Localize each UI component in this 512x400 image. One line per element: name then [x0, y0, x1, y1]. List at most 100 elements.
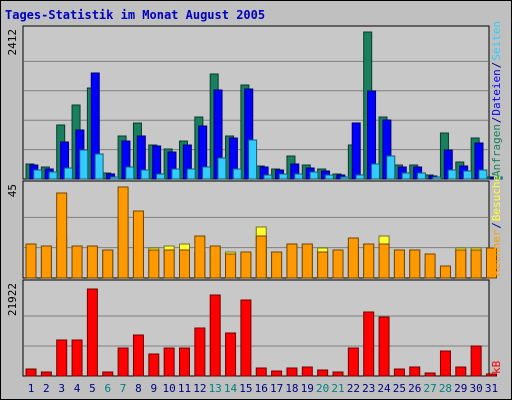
- middle-legend-: /: [490, 222, 503, 229]
- middle-bar-rechner-day-13: [209, 245, 221, 279]
- top-bar-seiten-day-2: [48, 171, 58, 180]
- bottom-bar-kb-day-24: [378, 316, 390, 377]
- bottom-bar-kb-day-26: [409, 366, 421, 377]
- middle-bar-rechner-day-11: [179, 249, 190, 279]
- bottom-bar-kb-day-16: [255, 367, 267, 377]
- middle-bar-rechner-day-18: [286, 243, 298, 279]
- top-bar-seiten-day-11: [186, 168, 196, 180]
- day-label-9: 9: [150, 382, 157, 395]
- top-bar-seiten-day-30: [478, 169, 488, 180]
- middle-bar-rechner-day-1: [25, 243, 37, 279]
- top-bar-seiten-day-19: [309, 171, 319, 180]
- middle-legend-rechner: Rechner: [490, 229, 503, 276]
- top-bar-seiten-day-28: [447, 169, 457, 180]
- middle-bar-rechner-day-5: [86, 245, 98, 279]
- day-label-29: 29: [454, 382, 467, 395]
- bottom-bar-kb-day-2: [40, 371, 52, 377]
- top-bar-seiten-day-18: [294, 173, 304, 180]
- bottom-bar-kb-day-12: [194, 327, 206, 377]
- middle-legend-besuche: Besuche: [490, 175, 503, 221]
- middle-bar-rechner-day-15: [240, 251, 252, 279]
- middle-bar-rechner-day-17: [271, 251, 283, 279]
- day-label-20: 20: [316, 382, 329, 395]
- top-bar-seiten-day-15: [248, 139, 258, 180]
- top-bar-seiten-day-3: [63, 167, 73, 180]
- top-bar-seiten-day-5: [94, 153, 104, 180]
- middle-bar-rechner-day-27: [424, 253, 436, 279]
- middle-bar-rechner-hervorgehoben--day-7: [117, 186, 129, 279]
- middle-bar-rechner-day-3: [56, 192, 68, 279]
- day-label-5: 5: [89, 382, 96, 395]
- day-label-25: 25: [393, 382, 406, 395]
- bottom-bar-kb-day-10: [163, 347, 175, 377]
- bottom-bar-kb-day-30: [470, 345, 482, 377]
- middle-bar-rechner-hervorgehoben--day-22: [347, 237, 359, 279]
- middle-bar-rechner-day-23: [363, 243, 375, 279]
- middle-bar-rechner-hervorgehoben--day-16: [255, 235, 267, 279]
- bottom-bar-kb-day-20: [317, 369, 329, 377]
- middle-bar-rechner-hervorgehoben--day-12: [194, 235, 206, 279]
- middle-bar-rechner-hervorgehoben--day-8: [132, 210, 144, 279]
- bottom-bar-kb-day-21: [332, 371, 344, 377]
- top-bar-seiten-day-24: [386, 155, 396, 180]
- bottom-ymax-label: 21922: [6, 283, 19, 316]
- middle-bar-rechner-day-14: [225, 253, 237, 279]
- day-label-1: 1: [28, 382, 35, 395]
- bottom-bar-kb-day-7: [117, 347, 129, 377]
- bottom-bar-kb-day-3: [56, 339, 68, 377]
- top-legend-: /: [490, 117, 503, 124]
- middle-bar-rechner-day-10: [163, 249, 175, 279]
- top-bar-seiten-day-20: [324, 174, 334, 180]
- bottom-bar-kb-day-19: [301, 366, 313, 377]
- bottom-legend-kb: kB: [490, 360, 503, 374]
- middle-bar-rechner-day-2: [40, 245, 52, 279]
- top-bar-seiten-day-13: [217, 157, 227, 180]
- day-label-14: 14: [224, 382, 238, 395]
- middle-bar-rechner-day-25: [393, 249, 405, 279]
- bottom-bar-kb-day-11: [179, 347, 190, 377]
- top-bar-seiten-day-26: [416, 172, 426, 180]
- top-bar-seiten-day-21: [340, 176, 350, 180]
- top-bar-seiten-day-10: [171, 168, 181, 180]
- top-ymax-label: 2412: [6, 29, 19, 56]
- day-label-18: 18: [285, 382, 298, 395]
- bottom-bar-kb-day-29: [455, 366, 467, 377]
- top-legend-: /: [490, 62, 503, 69]
- day-label-2: 2: [43, 382, 50, 395]
- top-bar-seiten-day-22: [355, 174, 365, 180]
- top-bar-seiten-day-12: [202, 166, 212, 180]
- day-label-3: 3: [58, 382, 65, 395]
- top-bar-seiten-day-29: [463, 170, 472, 180]
- middle-ymax-label: 45: [6, 184, 19, 197]
- top-bar-seiten-day-25: [401, 172, 411, 180]
- day-label-23: 23: [362, 382, 375, 395]
- bottom-bar-kb-day-22: [347, 347, 359, 377]
- bottom-panel: [22, 279, 490, 377]
- bottom-bar-kb-day-4: [71, 339, 83, 377]
- middle-bar-rechner-day-29: [455, 249, 467, 279]
- top-bar-seiten-day-31: [493, 176, 503, 180]
- day-label-4: 4: [74, 382, 81, 395]
- bottom-bar-kb-day-14: [225, 332, 237, 377]
- middle-bar-rechner-day-31: [486, 247, 497, 279]
- day-label-17: 17: [270, 382, 283, 395]
- bottom-bar-kb-day-8: [132, 334, 144, 377]
- bottom-bar-kb-day-31: [486, 373, 497, 377]
- bottom-bar-kb-day-13: [209, 294, 221, 377]
- top-legend-dateien: Dateien: [490, 69, 503, 115]
- day-label-8: 8: [135, 382, 142, 395]
- day-label-27: 27: [423, 382, 436, 395]
- middle-bar-rechner-day-28: [439, 265, 451, 279]
- top-bar-seiten-day-8: [140, 169, 150, 180]
- day-label-30: 30: [470, 382, 483, 395]
- bottom-bar-kb-day-17: [271, 370, 283, 377]
- bottom-bar-kb-day-15: [240, 299, 252, 377]
- middle-bar-rechner-day-19: [301, 243, 313, 279]
- middle-bar-rechner-day-24: [378, 243, 390, 279]
- day-label-12: 12: [193, 382, 206, 395]
- top-bar-seiten-day-6: [109, 176, 119, 180]
- bottom-bar-kb-day-6: [102, 371, 114, 377]
- middle-bar-rechner-day-6: [102, 249, 114, 279]
- middle-bar-rechner-day-9: [148, 249, 160, 279]
